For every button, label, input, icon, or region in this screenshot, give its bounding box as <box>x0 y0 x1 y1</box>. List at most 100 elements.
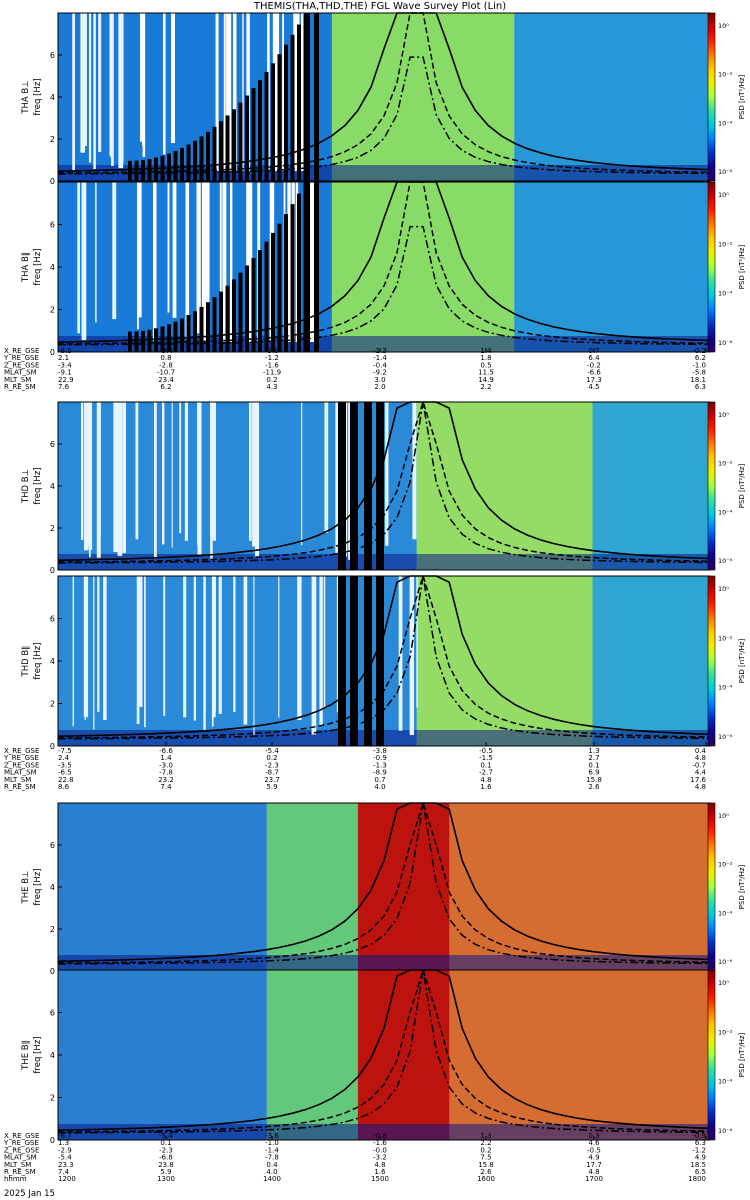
data-block <box>258 80 262 181</box>
ephemeris-value: 2.7 <box>588 754 599 762</box>
ephemeris-value: 1.8 <box>480 354 491 362</box>
ephemeris-value: 2.2 <box>480 1139 491 1147</box>
data-gap <box>249 402 252 541</box>
ephemeris-value: 4.8 <box>374 1161 385 1169</box>
colorbar-tick-label: 10⁻⁶ <box>718 958 733 966</box>
ion-gyrofrequency-curve <box>57 969 711 1134</box>
data-block <box>128 160 132 181</box>
ephemeris-value: -1.4 <box>265 1146 279 1154</box>
data-block <box>350 402 358 570</box>
data-gap <box>319 576 323 726</box>
data-gap <box>293 13 298 171</box>
colorbar-tick-label: 10⁻⁴ <box>718 119 733 127</box>
data-gap <box>348 402 351 560</box>
ephemeris-value: -0.2 <box>587 361 601 369</box>
data-gap <box>84 402 89 551</box>
panel-ylabel-freq: freq [Hz] <box>33 467 43 504</box>
ephemeris-value: 15.8 <box>586 776 602 784</box>
data-gap <box>81 402 84 540</box>
ephemeris-value: -6.5 <box>58 769 72 777</box>
ephemeris-value: -0.5 <box>587 1146 601 1154</box>
panel-ylabel-freq: freq [Hz] <box>33 78 43 115</box>
data-block <box>304 13 310 181</box>
data-gap <box>138 182 142 318</box>
ephemeris-value: 6.3 <box>695 383 706 391</box>
y-tick-label: 0 <box>50 348 55 357</box>
ephemeris-row-label: Y_RE_GSE <box>3 354 39 362</box>
ephemeris-row-label: MLAT_SM <box>4 769 37 777</box>
ephemeris-value: -0.5 <box>479 747 493 755</box>
half-gyrofrequency-curve <box>57 12 711 174</box>
data-gap <box>345 402 348 557</box>
ephemeris-row-label: Z_RE_GSE <box>4 1146 39 1154</box>
ephemeris-value: -11.9 <box>263 369 281 377</box>
data-gap <box>193 576 196 721</box>
y-tick-label: 4 <box>50 883 55 892</box>
ephemeris-value: 1.3 <box>480 1132 491 1140</box>
ephemeris-value: 4.9 <box>695 1154 706 1162</box>
ephemeris-value: -2.9 <box>58 1146 72 1154</box>
colorbar-tick-label: 10⁰ <box>718 812 729 820</box>
y-tick-label: 2 <box>50 700 55 709</box>
ephemeris-value: 23.7 <box>264 776 280 784</box>
data-gap <box>409 576 415 736</box>
ephemeris-value: 0.2 <box>266 754 277 762</box>
ephemeris-value: 1300 <box>157 1175 175 1183</box>
ephemeris-row-label: R_RE_SM <box>4 783 36 791</box>
data-block <box>128 331 132 352</box>
ephemeris-value: 6.2 <box>160 383 171 391</box>
ephemeris-value: -7.8 <box>265 1154 279 1162</box>
data-gap <box>311 576 317 735</box>
ephemeris-value: 14.9 <box>478 376 494 384</box>
ephemeris-value: -2.3 <box>159 1146 173 1154</box>
spectrogram-intense-band <box>416 402 593 570</box>
data-gap <box>253 576 255 735</box>
ion-gyrofrequency-curve <box>57 225 711 346</box>
data-block <box>225 115 230 181</box>
ephemeris-value: -0.7 <box>692 761 706 769</box>
data-gap <box>324 402 329 533</box>
ephemeris-value: 7.4 <box>160 783 172 791</box>
data-gap <box>229 182 233 342</box>
spectrogram-low-freq-floor <box>58 1124 710 1140</box>
data-gap <box>167 182 170 313</box>
data-gap <box>153 402 157 559</box>
data-block <box>338 402 346 570</box>
data-block <box>376 576 384 746</box>
ephemeris-value: -10.7 <box>157 369 175 377</box>
ephemeris-value: -0.9 <box>692 1132 706 1140</box>
ephemeris-row-label: MLT_SM <box>4 776 31 784</box>
data-gap <box>252 402 256 547</box>
data-gap <box>197 402 202 555</box>
data-gap <box>163 576 166 716</box>
data-block <box>147 159 152 181</box>
ephemeris-value: -6.6 <box>587 369 601 377</box>
ephemeris-value: 0.1 <box>160 1139 171 1147</box>
panel-ylabel-freq: freq [Hz] <box>33 248 43 285</box>
colorbar-tick-label: 10⁰ <box>718 979 729 987</box>
ephemeris-row-label: Y_RE_GSE <box>3 1139 39 1147</box>
data-block <box>290 204 295 352</box>
data-gap <box>72 576 75 727</box>
data-gap <box>287 182 291 342</box>
ephemeris-value: -0.2 <box>692 347 706 355</box>
data-gap <box>385 402 389 546</box>
data-gap <box>113 402 119 552</box>
colorbar-tick-label: 10⁻² <box>718 71 733 79</box>
gyrofrequency-curve <box>57 401 711 562</box>
ephemeris-value: 0.7 <box>374 776 385 784</box>
ephemeris-value: -2.7 <box>479 769 493 777</box>
data-block <box>350 576 358 746</box>
ephemeris-value: 1.6 <box>374 1168 386 1176</box>
y-tick-label: 2 <box>50 306 55 315</box>
colorbar-tick-label: 10⁻⁴ <box>718 290 733 298</box>
data-gap <box>278 576 280 718</box>
ephemeris-value: -1.2 <box>692 1146 706 1154</box>
data-gap <box>232 13 237 171</box>
ion-gyrofrequency-curve <box>57 802 711 965</box>
ephemeris-value: -5.4 <box>58 1154 72 1162</box>
ephemeris-value: -3.0 <box>159 761 173 769</box>
data-gap <box>171 402 173 548</box>
data-gap <box>215 13 219 171</box>
